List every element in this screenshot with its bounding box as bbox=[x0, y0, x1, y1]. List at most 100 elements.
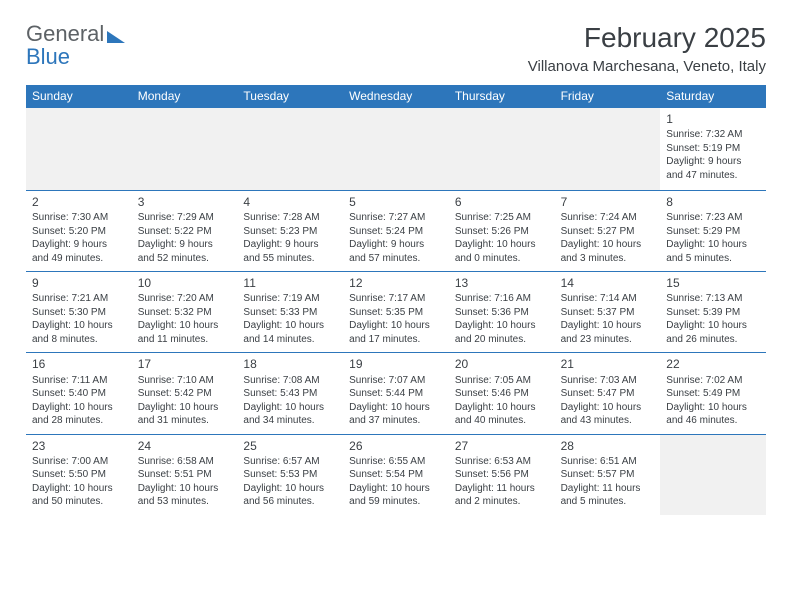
daylight-text: Daylight: 9 hours and 55 minutes. bbox=[243, 238, 337, 265]
sunset-text: Sunset: 5:47 PM bbox=[561, 387, 655, 401]
date-number: 1 bbox=[666, 111, 760, 127]
daylight-text: Daylight: 11 hours and 5 minutes. bbox=[561, 482, 655, 509]
date-number: 20 bbox=[455, 356, 549, 372]
sunset-text: Sunset: 5:20 PM bbox=[32, 225, 126, 239]
sunrise-text: Sunrise: 7:32 AM bbox=[666, 128, 760, 142]
sunset-text: Sunset: 5:32 PM bbox=[138, 306, 232, 320]
date-number: 17 bbox=[138, 356, 232, 372]
sunrise-text: Sunrise: 7:14 AM bbox=[561, 292, 655, 306]
weeks-container: 1Sunrise: 7:32 AMSunset: 5:19 PMDaylight… bbox=[26, 108, 766, 515]
date-number: 22 bbox=[666, 356, 760, 372]
day-cell: 21Sunrise: 7:03 AMSunset: 5:47 PMDayligh… bbox=[555, 353, 661, 433]
date-number: 21 bbox=[561, 356, 655, 372]
sunset-text: Sunset: 5:22 PM bbox=[138, 225, 232, 239]
date-number: 24 bbox=[138, 438, 232, 454]
date-number: 12 bbox=[349, 275, 443, 291]
day-cell: 28Sunrise: 6:51 AMSunset: 5:57 PMDayligh… bbox=[555, 435, 661, 515]
sunrise-text: Sunrise: 7:00 AM bbox=[32, 455, 126, 469]
week-row: 1Sunrise: 7:32 AMSunset: 5:19 PMDaylight… bbox=[26, 108, 766, 190]
date-number: 13 bbox=[455, 275, 549, 291]
day-cell: 16Sunrise: 7:11 AMSunset: 5:40 PMDayligh… bbox=[26, 353, 132, 433]
weekday-label: Sunday bbox=[26, 85, 132, 108]
day-cell: 2Sunrise: 7:30 AMSunset: 5:20 PMDaylight… bbox=[26, 191, 132, 271]
page-header: General Blue February 2025 Villanova Mar… bbox=[26, 22, 766, 75]
date-number: 16 bbox=[32, 356, 126, 372]
weekday-label: Saturday bbox=[660, 85, 766, 108]
daylight-text: Daylight: 10 hours and 17 minutes. bbox=[349, 319, 443, 346]
sunrise-text: Sunrise: 7:11 AM bbox=[32, 374, 126, 388]
day-cell: 23Sunrise: 7:00 AMSunset: 5:50 PMDayligh… bbox=[26, 435, 132, 515]
daylight-text: Daylight: 10 hours and 20 minutes. bbox=[455, 319, 549, 346]
daylight-text: Daylight: 10 hours and 14 minutes. bbox=[243, 319, 337, 346]
day-cell: 26Sunrise: 6:55 AMSunset: 5:54 PMDayligh… bbox=[343, 435, 449, 515]
day-cell: 10Sunrise: 7:20 AMSunset: 5:32 PMDayligh… bbox=[132, 272, 238, 352]
sunrise-text: Sunrise: 7:28 AM bbox=[243, 211, 337, 225]
daylight-text: Daylight: 10 hours and 50 minutes. bbox=[32, 482, 126, 509]
title-block: February 2025 Villanova Marchesana, Vene… bbox=[528, 22, 766, 75]
weekday-label: Friday bbox=[555, 85, 661, 108]
sunrise-text: Sunrise: 6:58 AM bbox=[138, 455, 232, 469]
date-number: 6 bbox=[455, 194, 549, 210]
sunrise-text: Sunrise: 7:07 AM bbox=[349, 374, 443, 388]
day-cell: 15Sunrise: 7:13 AMSunset: 5:39 PMDayligh… bbox=[660, 272, 766, 352]
date-number: 5 bbox=[349, 194, 443, 210]
sunset-text: Sunset: 5:29 PM bbox=[666, 225, 760, 239]
daylight-text: Daylight: 10 hours and 46 minutes. bbox=[666, 401, 760, 428]
sunset-text: Sunset: 5:36 PM bbox=[455, 306, 549, 320]
daylight-text: Daylight: 11 hours and 2 minutes. bbox=[455, 482, 549, 509]
sunrise-text: Sunrise: 7:27 AM bbox=[349, 211, 443, 225]
sunset-text: Sunset: 5:39 PM bbox=[666, 306, 760, 320]
daylight-text: Daylight: 10 hours and 59 minutes. bbox=[349, 482, 443, 509]
sunrise-text: Sunrise: 7:13 AM bbox=[666, 292, 760, 306]
sunrise-text: Sunrise: 6:51 AM bbox=[561, 455, 655, 469]
date-number: 28 bbox=[561, 438, 655, 454]
day-cell: 12Sunrise: 7:17 AMSunset: 5:35 PMDayligh… bbox=[343, 272, 449, 352]
weekday-label: Wednesday bbox=[343, 85, 449, 108]
daylight-text: Daylight: 10 hours and 37 minutes. bbox=[349, 401, 443, 428]
day-cell: 25Sunrise: 6:57 AMSunset: 5:53 PMDayligh… bbox=[237, 435, 343, 515]
week-row: 2Sunrise: 7:30 AMSunset: 5:20 PM Daylight… bbox=[26, 190, 766, 271]
day-cell: 7Sunrise: 7:24 AMSunset: 5:27 PMDaylight… bbox=[555, 191, 661, 271]
week-row: 23Sunrise: 7:00 AMSunset: 5:50 PMDayligh… bbox=[26, 434, 766, 515]
weekday-label: Thursday bbox=[449, 85, 555, 108]
day-cell: 27Sunrise: 6:53 AMSunset: 5:56 PMDayligh… bbox=[449, 435, 555, 515]
sunrise-text: Sunrise: 7:19 AM bbox=[243, 292, 337, 306]
daylight-text: Daylight: 10 hours and 40 minutes. bbox=[455, 401, 549, 428]
daylight-text: Daylight: 10 hours and 5 minutes. bbox=[666, 238, 760, 265]
day-cell: 5Sunrise: 7:27 AMSunset: 5:24 PMDaylight… bbox=[343, 191, 449, 271]
calendar: Sunday Monday Tuesday Wednesday Thursday… bbox=[26, 85, 766, 515]
sunset-text: Sunset: 5:30 PM bbox=[32, 306, 126, 320]
daylight-text: Daylight: 10 hours and 34 minutes. bbox=[243, 401, 337, 428]
day-cell bbox=[26, 108, 132, 190]
date-number: 18 bbox=[243, 356, 337, 372]
date-number: 27 bbox=[455, 438, 549, 454]
daylight-text: Daylight: 10 hours and 31 minutes. bbox=[138, 401, 232, 428]
day-cell: 3Sunrise: 7:29 AMSunset: 5:22 PMDaylight… bbox=[132, 191, 238, 271]
sunset-text: Sunset: 5:37 PM bbox=[561, 306, 655, 320]
daylight-text: Daylight: 9 hours and 47 minutes. bbox=[666, 155, 760, 182]
sunset-text: Sunset: 5:27 PM bbox=[561, 225, 655, 239]
sunset-text: Sunset: 5:51 PM bbox=[138, 468, 232, 482]
week-row: 9Sunrise: 7:21 AMSunset: 5:30 PMDaylight… bbox=[26, 271, 766, 352]
date-number: 2 bbox=[32, 194, 126, 210]
sunset-text: Sunset: 5:26 PM bbox=[455, 225, 549, 239]
sunset-text: Sunset: 5:44 PM bbox=[349, 387, 443, 401]
day-cell: 1Sunrise: 7:32 AMSunset: 5:19 PMDaylight… bbox=[660, 108, 766, 190]
date-number: 26 bbox=[349, 438, 443, 454]
sunrise-text: Sunrise: 7:30 AM bbox=[32, 211, 126, 225]
brand-line2: Blue bbox=[26, 45, 125, 68]
date-number: 4 bbox=[243, 194, 337, 210]
day-cell: 13Sunrise: 7:16 AMSunset: 5:36 PMDayligh… bbox=[449, 272, 555, 352]
sunset-text: Sunset: 5:57 PM bbox=[561, 468, 655, 482]
daylight-text: Daylight: 10 hours and 26 minutes. bbox=[666, 319, 760, 346]
daylight-text: Daylight: 10 hours and 8 minutes. bbox=[32, 319, 126, 346]
sunrise-text: Sunrise: 7:25 AM bbox=[455, 211, 549, 225]
date-number: 23 bbox=[32, 438, 126, 454]
page: General Blue February 2025 Villanova Mar… bbox=[0, 0, 792, 515]
day-cell: 6Sunrise: 7:25 AMSunset: 5:26 PMDaylight… bbox=[449, 191, 555, 271]
day-cell: 22Sunrise: 7:02 AMSunset: 5:49 PMDayligh… bbox=[660, 353, 766, 433]
sunrise-text: Sunrise: 7:21 AM bbox=[32, 292, 126, 306]
sunset-text: Sunset: 5:33 PM bbox=[243, 306, 337, 320]
sunrise-text: Sunrise: 7:02 AM bbox=[666, 374, 760, 388]
day-cell: 8Sunrise: 7:23 AMSunset: 5:29 PMDaylight… bbox=[660, 191, 766, 271]
